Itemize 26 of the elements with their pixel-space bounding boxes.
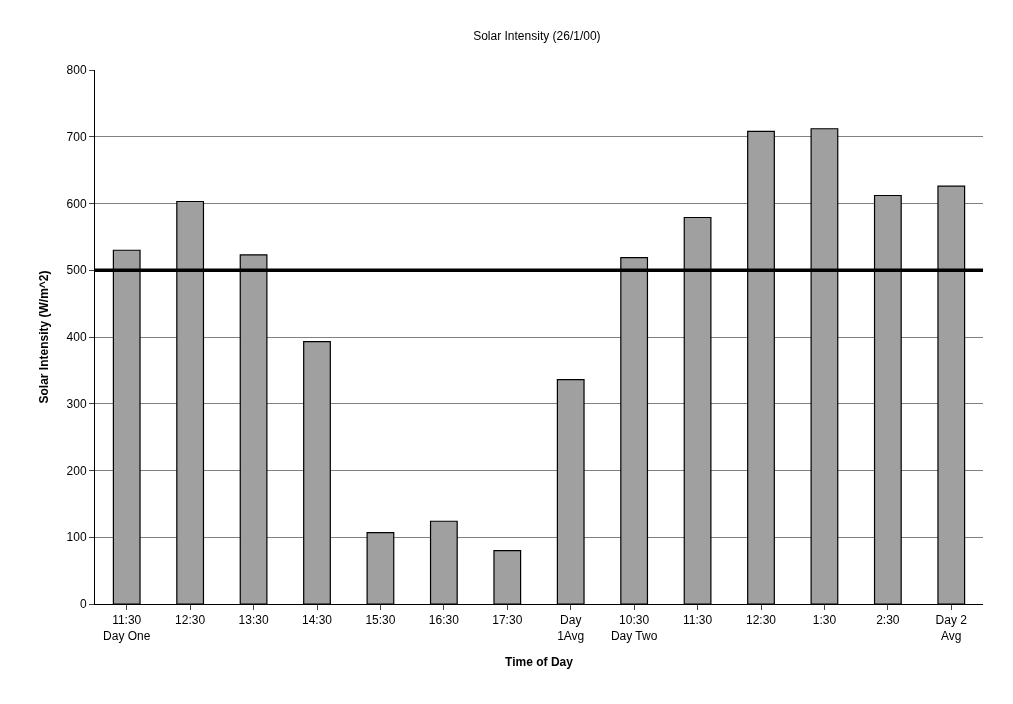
- chart-title: Solar Intensity (26/1/00): [473, 29, 601, 44]
- x-tick-label: 16:30: [428, 613, 460, 628]
- x-tick-label: 17:30: [492, 613, 523, 628]
- y-tick-label: 0: [79, 597, 87, 612]
- x-tick-label: Day 1Avg: [557, 613, 585, 643]
- x-tick-label: 15:30: [365, 613, 396, 628]
- y-tick-label: 200: [66, 463, 87, 478]
- x-tick-label: 2:30: [876, 613, 900, 628]
- x-tick-label: 12:30: [745, 613, 777, 628]
- y-tick-label: 800: [66, 63, 87, 78]
- x-tick-label: 10:30 Day Two: [610, 613, 658, 643]
- x-tick-label: 11:30 Day One: [103, 613, 151, 643]
- x-tick-label: 1:30: [812, 613, 837, 628]
- x-tick-label: 14:30: [301, 613, 333, 628]
- y-tick-label: 100: [66, 530, 87, 545]
- y-tick-label: 500: [66, 263, 87, 278]
- y-tick-label: 400: [66, 330, 87, 345]
- y-tick-label: 300: [66, 396, 87, 411]
- y-tick-label: 600: [66, 196, 87, 211]
- x-tick-label: 13:30: [238, 613, 269, 628]
- x-axis-title: Time of Day: [505, 654, 574, 669]
- y-tick-label: 700: [66, 129, 87, 144]
- y-axis-title: Solar Intensity (W/m^2): [36, 270, 51, 404]
- x-tick-label: Day 2 Avg: [935, 613, 968, 643]
- x-tick-label: 11:30: [683, 613, 713, 628]
- x-tick-label: 12:30: [175, 613, 206, 628]
